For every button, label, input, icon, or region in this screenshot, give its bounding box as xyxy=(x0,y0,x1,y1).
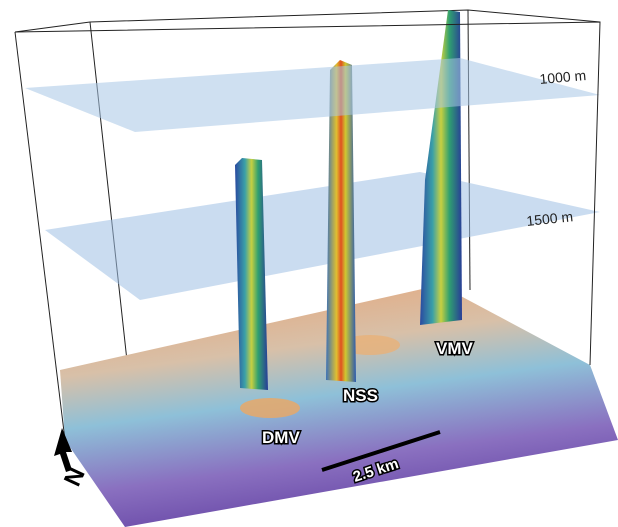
depth-plane xyxy=(45,172,600,300)
plume-column xyxy=(235,158,268,390)
box-edge xyxy=(14,31,66,441)
box-edge xyxy=(89,21,129,371)
depth-label: 1500 m xyxy=(526,208,574,229)
box-edge xyxy=(89,9,601,23)
scale-bar xyxy=(321,430,441,472)
depth-plane xyxy=(25,58,600,132)
seafloor xyxy=(60,285,618,527)
box-edge xyxy=(14,21,91,33)
site-label: VMV xyxy=(436,339,474,358)
north-arrow xyxy=(54,428,72,472)
plume-column xyxy=(420,10,462,325)
site-label: DMV xyxy=(262,428,300,447)
box-edge xyxy=(467,9,471,291)
depth-label: 1000 m xyxy=(539,67,587,87)
plume-column xyxy=(326,60,356,382)
box-edge xyxy=(14,21,601,366)
site-label: NSS xyxy=(343,386,378,405)
mound xyxy=(240,398,300,418)
